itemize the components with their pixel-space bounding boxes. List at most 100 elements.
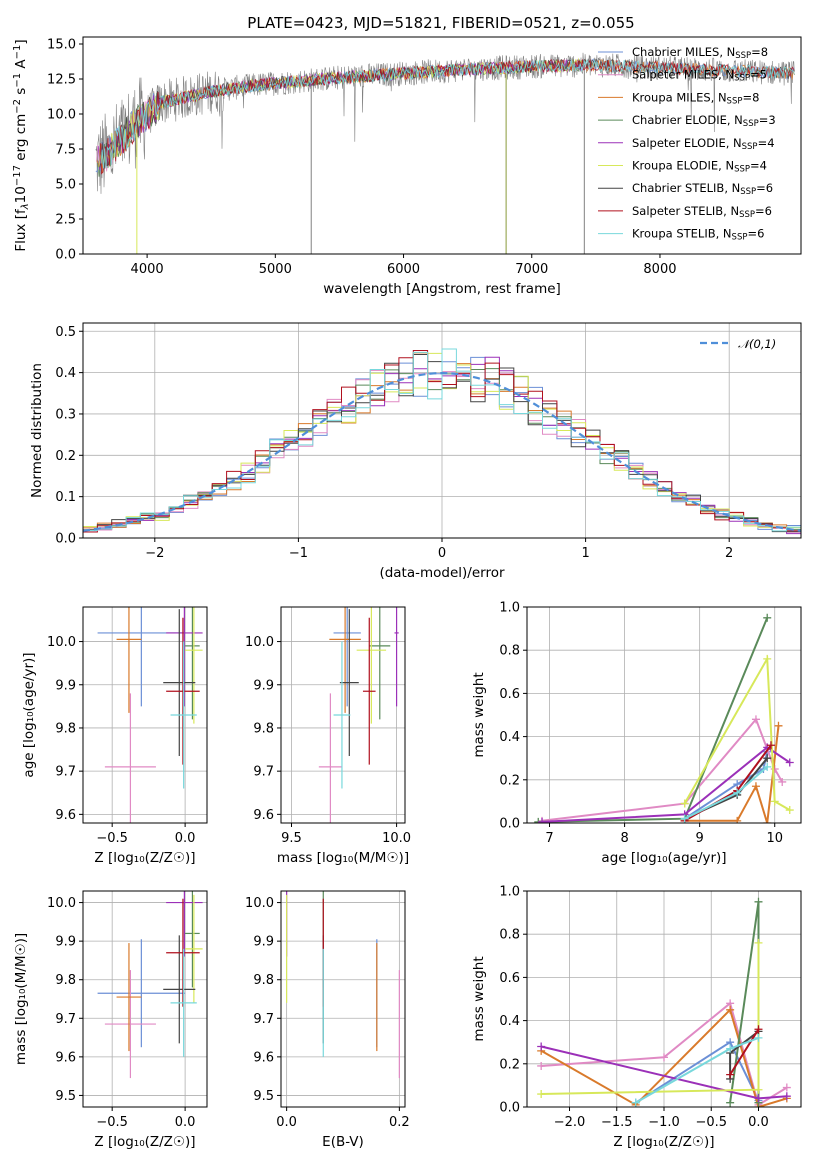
model-spectrum-line	[98, 57, 583, 167]
weight-point-marker	[631, 1098, 640, 1107]
weight-point-marker	[726, 1098, 735, 1107]
y-tick-label: 0.3	[55, 407, 76, 422]
panel-age-vs-mass: 9.5 10.0 9.6 9.7 9.8 9.9 10.0 mass [log₁₀(M/M☉)…	[245, 606, 411, 866]
model-spectrum-line	[99, 58, 795, 175]
legend-label-model: Chabrier MILES, N	[632, 45, 735, 59]
legend-label-model: Chabrier STELIB, N	[632, 181, 740, 195]
x-tick-label: 10	[766, 831, 783, 846]
x-tick-label: 1	[581, 546, 589, 561]
y-tick-label: 9.9	[253, 935, 274, 950]
legend-label-model: Kroupa MILES, N	[632, 90, 727, 104]
weight-series-line	[684, 751, 769, 820]
x-tick-label: −1	[289, 546, 308, 561]
axes-frame	[82, 36, 802, 255]
x-tick-label: 0.0	[175, 831, 196, 846]
axes-frame	[280, 890, 406, 1108]
legend-label-value: =4	[758, 136, 775, 150]
weight-point-marker	[754, 938, 763, 947]
axes-frame	[280, 606, 406, 824]
y-tick-label: 9.8	[253, 721, 274, 736]
x-axis-label: age [log₁₀(age/yr)]	[601, 850, 726, 866]
axes-frame	[82, 606, 208, 824]
legend-label-value: =8	[751, 45, 768, 59]
y-tick-label: 0.5	[55, 325, 76, 340]
plot-area	[83, 348, 801, 535]
y-tick-label: 9.9	[55, 935, 76, 950]
y-axis-label-part: s	[13, 88, 29, 99]
y-axis-label-part: 10	[13, 186, 29, 203]
y-tick-label: 0.4	[499, 730, 520, 745]
y-tick-label: 2.5	[55, 213, 76, 228]
panel-mass-weight-vs-z: −2.0 −1.5 −1.0 −0.5 0.0 0.0 0.2 0.4 0.6 0.8 1.0 Z […	[471, 885, 802, 1150]
x-tick-label: −2	[145, 546, 164, 561]
x-tick-label: −1.5	[601, 1115, 633, 1130]
plot-area	[318, 607, 399, 823]
data-spectrum-line	[95, 52, 795, 194]
weight-point-marker	[726, 1070, 735, 1079]
y-tick-label: 0.4	[55, 366, 76, 381]
y-tick-label: 12.5	[47, 73, 76, 88]
legend-label: Salpeter ELODIE, NSSP=4	[632, 136, 775, 152]
axes-frame	[82, 890, 208, 1108]
x-axis-label: Z [log₁₀(Z/Z☉)]	[94, 850, 195, 866]
weight-point-marker	[778, 777, 787, 786]
x-axis-label: (data-model)/error	[379, 565, 505, 581]
plot-area	[95, 52, 795, 254]
y-axis-label: mass weight	[471, 956, 487, 1041]
weight-point-marker	[785, 806, 794, 815]
legend-label-sub: SSP	[739, 210, 755, 220]
y-tick-label: 9.8	[253, 973, 274, 988]
axes-frame	[526, 890, 802, 1108]
y-tick-label: 9.6	[55, 1050, 76, 1065]
legend-label-value: =8	[742, 90, 759, 104]
legend-label-model: Salpeter MILES, N	[632, 68, 734, 82]
x-tick-label: 0	[438, 546, 446, 561]
y-tick-label: 0.0	[499, 817, 520, 832]
y-tick-label: 9.7	[253, 1012, 274, 1027]
weight-point-marker	[751, 715, 760, 724]
panel-mass-weight-vs-age: 7 8 9 10 0.0 0.2 0.4 0.6 0.8 1.0 age [log₁₀(age/yr…	[471, 601, 802, 866]
x-tick-label: −0.5	[695, 1115, 727, 1130]
y-tick-label: 0.0	[55, 248, 76, 263]
y-tick-label: 9.6	[253, 1050, 274, 1065]
y-tick-label: 9.6	[55, 808, 76, 823]
y-tick-label: 0.1	[55, 490, 76, 505]
legend-label-sub: SSP	[734, 74, 750, 84]
legend-label: Chabrier MILES, NSSP=8	[632, 45, 768, 61]
y-axis-label: mass [log₁₀(M/M☉)]	[13, 933, 29, 1065]
weight-point-marker	[733, 788, 742, 797]
y-tick-label: 0.2	[55, 449, 76, 464]
panel-spectrum: 4000 5000 6000 7000 8000 0.0 2.5 5.0 7.5 10.0 12.5…	[12, 36, 802, 297]
y-tick-label: 9.9	[55, 678, 76, 693]
weight-point-marker	[754, 1025, 763, 1034]
y-tick-label: 9.6	[253, 808, 274, 823]
x-axis-label: wavelength [Angstrom, rest frame]	[323, 281, 561, 297]
weight-point-marker	[754, 1085, 763, 1094]
panel-mass-vs-e-b-v-: 0.0 0.2 9.5 9.6 9.7 9.8 9.9 10.0 E(B-V)	[245, 890, 410, 1150]
y-axis-label: mass weight	[471, 672, 487, 757]
weight-point-marker	[751, 782, 760, 791]
y-axis-label-part: erg cm	[13, 114, 29, 165]
legend-label: Kroupa ELODIE, NSSP=4	[632, 159, 767, 175]
x-tick-label: 10.0	[382, 831, 411, 846]
legend-label-value: =6	[755, 204, 772, 218]
legend-label-sub: SSP	[740, 187, 756, 197]
axes-frame	[82, 322, 802, 539]
legend-label-sub: SSP	[735, 51, 751, 61]
weight-point-marker	[660, 1053, 668, 1062]
legend-label-value: =4	[750, 159, 767, 173]
legend-label: Chabrier STELIB, NSSP=6	[632, 181, 773, 197]
y-axis-label-part: −1	[12, 73, 23, 88]
weight-point-marker	[754, 1094, 763, 1103]
legend-label-model: Chabrier ELODIE, N	[632, 113, 743, 127]
x-tick-label: 8	[620, 831, 628, 846]
y-tick-label: 9.7	[253, 765, 274, 780]
weight-series-line	[683, 655, 791, 811]
y-tick-label: 9.9	[253, 678, 274, 693]
y-tick-label: 10.0	[245, 896, 274, 911]
legend-label-sub: SSP	[742, 142, 758, 152]
y-tick-label: 9.5	[253, 1089, 274, 1104]
legend-label: Salpeter MILES, NSSP=5	[632, 68, 767, 84]
weight-point-marker	[766, 741, 775, 750]
